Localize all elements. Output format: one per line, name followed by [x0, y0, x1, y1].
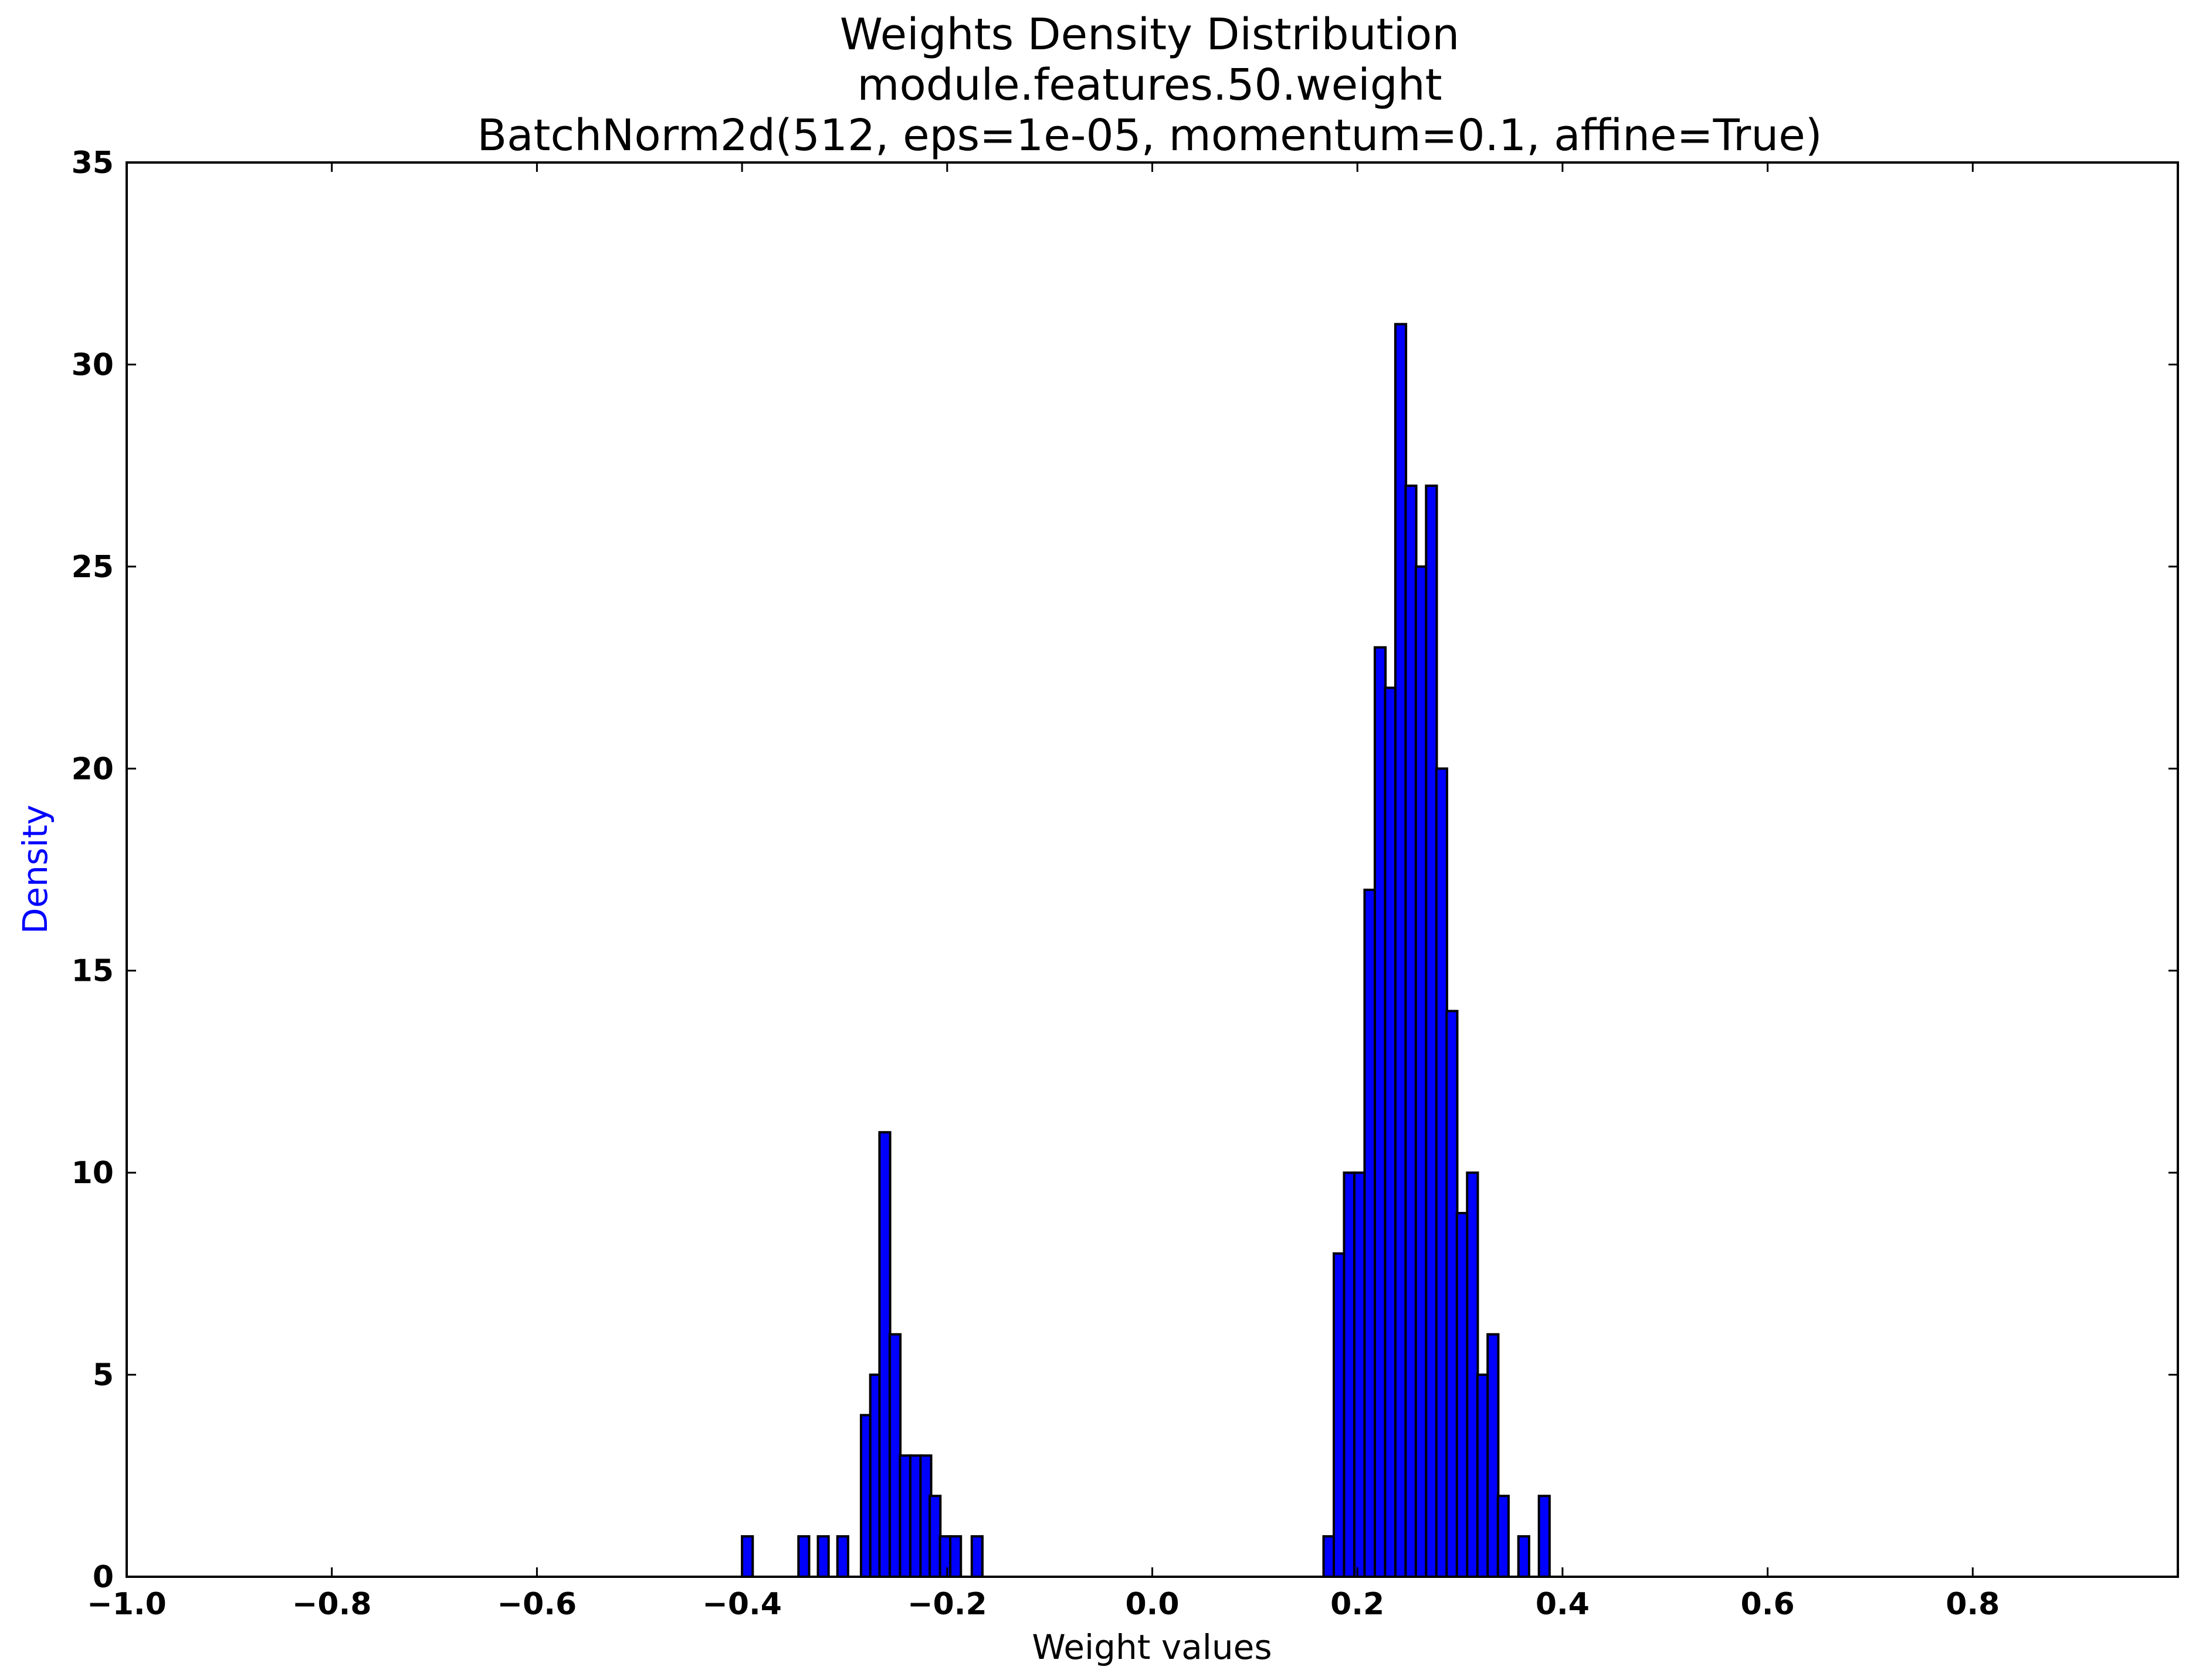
histogram-bar: [1322, 1535, 1336, 1578]
chart-title: Weights Density Distribution module.feat…: [477, 9, 1822, 161]
histogram-bar: [1363, 888, 1377, 1578]
plot-frame: [126, 161, 2179, 1578]
histogram-bar: [1425, 485, 1438, 1578]
x-tick-label: 0.0: [1125, 1587, 1179, 1622]
histogram-bar: [909, 1454, 923, 1578]
histogram-bar: [1343, 1171, 1356, 1578]
histogram-bar: [1455, 1212, 1469, 1578]
x-tick-label: −0.6: [497, 1587, 577, 1622]
histogram-bar: [878, 1131, 892, 1579]
histogram-bar: [1435, 767, 1449, 1578]
x-tick-label: 0.6: [1741, 1587, 1795, 1622]
histogram-bar: [1404, 485, 1418, 1578]
histogram-bar: [1466, 1171, 1479, 1578]
y-tick-label: 10: [72, 1156, 114, 1191]
histogram-bar: [888, 1333, 902, 1579]
x-axis-label: Weight values: [1032, 1627, 1272, 1667]
histogram-bar: [1384, 686, 1397, 1578]
histogram-bar: [1414, 565, 1428, 1578]
histogram-bar: [1353, 1171, 1367, 1578]
x-tick-label: −0.2: [907, 1587, 987, 1622]
y-tick-label: 35: [72, 145, 114, 181]
histogram-bar: [1373, 646, 1387, 1578]
x-tick-label: −0.8: [292, 1587, 372, 1622]
histogram-bar: [949, 1535, 963, 1578]
y-tick-label: 5: [93, 1358, 114, 1393]
histogram-bar: [1537, 1495, 1551, 1578]
histogram-bar: [899, 1454, 912, 1578]
histogram-bar: [1394, 323, 1408, 1578]
histogram-bars: [741, 323, 1551, 1579]
title-line-1: Weights Density Distribution: [840, 9, 1459, 60]
histogram-bar: [1486, 1333, 1500, 1579]
histogram-bar: [970, 1535, 984, 1578]
x-tick-label: 0.4: [1536, 1587, 1590, 1622]
y-tick-label: 15: [72, 954, 114, 989]
y-axis-ticks: 0 5 10 15 20 25 30 35: [72, 145, 2178, 1595]
y-tick-label: 20: [72, 751, 114, 787]
histogram-bar: [1445, 1010, 1459, 1578]
histogram-bar: [938, 1535, 952, 1578]
histogram-bar: [929, 1495, 942, 1578]
histogram-bar: [816, 1535, 830, 1578]
x-tick-label: 0.2: [1330, 1587, 1384, 1622]
y-tick-label: 25: [72, 550, 114, 585]
x-tick-label: −1.0: [87, 1587, 167, 1622]
x-axis-ticks: −1.0 −0.8 −0.6 −0.4 −0.2 0.0 0.2 0.4 0.6 0.8: [87, 162, 2000, 1622]
histogram-bar: [741, 1535, 754, 1578]
histogram-bar: [1332, 1252, 1346, 1578]
histogram-bar: [1517, 1535, 1530, 1578]
y-tick-label: 0: [93, 1560, 114, 1595]
histogram-bar: [1476, 1373, 1489, 1579]
title-line-3: BatchNorm2d(512, eps=1e-05, momentum=0.1…: [477, 110, 1822, 161]
x-tick-label: −0.4: [702, 1587, 782, 1622]
y-tick-label: 30: [72, 347, 114, 382]
histogram-bar: [836, 1535, 849, 1578]
title-line-2: module.features.50.weight: [857, 60, 1442, 110]
x-tick-label: 0.8: [1946, 1587, 2000, 1622]
y-axis-label: Density: [15, 805, 55, 934]
histogram-bar: [1496, 1495, 1510, 1578]
histogram-bar: [797, 1535, 811, 1578]
